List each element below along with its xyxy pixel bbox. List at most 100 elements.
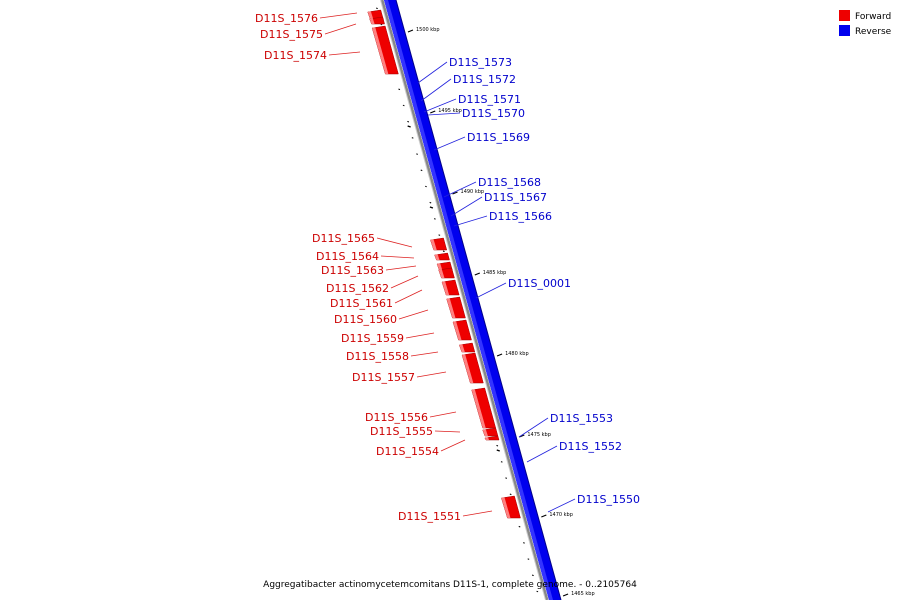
- reverse-gene-label[interactable]: D11S_1566: [489, 210, 552, 223]
- legend-forward-label: Forward: [855, 12, 891, 22]
- leader-line: [417, 61, 448, 84]
- reverse-gene-label[interactable]: D11S_1550: [577, 493, 640, 506]
- forward-gene-label[interactable]: D11S_1559: [341, 332, 404, 345]
- forward-gene-label[interactable]: D11S_1554: [376, 445, 439, 458]
- reverse-strand-edge: [395, 0, 562, 600]
- forward-gene-shade: [367, 11, 374, 20]
- leader-line: [475, 282, 507, 299]
- forward-gene-shade: [437, 263, 443, 270]
- legend-reverse-swatch: [839, 25, 850, 36]
- minor-tick: [496, 444, 499, 447]
- minor-tick: [398, 88, 401, 91]
- forward-gene-label[interactable]: D11S_1576: [255, 12, 318, 25]
- forward-gene-label[interactable]: D11S_1557: [352, 371, 415, 384]
- forward-gene-label[interactable]: D11S_1558: [346, 350, 409, 363]
- reverse-gene-label[interactable]: D11S_1570: [462, 107, 525, 120]
- leader-line: [380, 255, 415, 259]
- leader-line: [328, 51, 361, 56]
- leader-line: [462, 510, 493, 517]
- minor-tick: [420, 169, 423, 172]
- reverse-gene-label[interactable]: D11S_1569: [467, 131, 530, 144]
- leader-line: [547, 498, 576, 513]
- leader-line: [324, 23, 357, 35]
- forward-gene-label[interactable]: D11S_1560: [334, 313, 397, 326]
- major-tick: [541, 514, 547, 518]
- tick-label: 1465 kbp: [571, 591, 595, 597]
- reverse-gene-label[interactable]: D11S_1552: [559, 440, 622, 453]
- leader-line: [394, 289, 423, 304]
- forward-gene-label[interactable]: D11S_1561: [330, 297, 393, 310]
- reverse-strand-highlight: [384, 0, 553, 600]
- reverse-gene-label[interactable]: D11S_1571: [458, 93, 521, 106]
- minor-tick: [433, 218, 436, 220]
- leader-line: [376, 237, 413, 248]
- leader-line: [420, 78, 452, 102]
- forward-gene-shade: [446, 298, 456, 318]
- forward-gene-shade: [459, 344, 465, 352]
- tick-label: 1475 kbp: [527, 432, 551, 438]
- forward-gene-label[interactable]: D11S_1565: [312, 232, 375, 245]
- reverse-gene-label[interactable]: D11S_1572: [453, 73, 516, 86]
- tick-label: 1470 kbp: [549, 512, 573, 518]
- forward-gene-label[interactable]: D11S_1551: [398, 510, 461, 523]
- minor-tick: [407, 125, 411, 128]
- leader-line: [398, 309, 429, 320]
- leader-line: [434, 430, 461, 433]
- minor-tick: [411, 137, 414, 139]
- gene-labels: D11S_1576 D11S_1575 D11S_1574 D11S_1565 D11S…: [255, 12, 640, 523]
- minor-tick: [500, 461, 503, 463]
- tick-label: 1490 kbp: [461, 189, 485, 195]
- leader-line: [433, 136, 466, 151]
- reverse-gene-label[interactable]: D11S_1568: [478, 176, 541, 189]
- forward-gene-shade: [369, 18, 375, 24]
- forward-gene-label[interactable]: D11S_1556: [365, 411, 428, 424]
- leader-line: [405, 332, 435, 339]
- minor-tick: [407, 120, 410, 123]
- forward-gene-label[interactable]: D11S_1563: [321, 264, 384, 277]
- forward-gene-label[interactable]: D11S_1564: [316, 250, 379, 263]
- tick-label: 1500 kbp: [416, 27, 440, 33]
- forward-gene-shade: [501, 497, 511, 518]
- leader-line: [440, 439, 466, 452]
- reverse-gene-label[interactable]: D11S_1553: [550, 412, 613, 425]
- forward-gene-label[interactable]: D11S_1575: [260, 28, 323, 41]
- minor-tick: [518, 525, 521, 528]
- minor-tick: [438, 234, 441, 236]
- reverse-gene-label[interactable]: D11S_1573: [449, 56, 512, 69]
- leader-line: [453, 215, 488, 227]
- leader-line: [518, 417, 549, 438]
- legend-forward-swatch: [839, 10, 850, 21]
- reverse-gene-label[interactable]: D11S_0001: [508, 277, 571, 290]
- forward-gene-shade: [482, 429, 488, 436]
- forward-gene-label[interactable]: D11S_1555: [370, 425, 433, 438]
- tick-label: 1495 kbp: [438, 108, 462, 114]
- forward-gene-shade: [434, 254, 440, 260]
- minor-tick: [527, 558, 530, 560]
- forward-gene-shade: [430, 239, 437, 250]
- major-tick: [430, 110, 436, 114]
- reverse-gene-label[interactable]: D11S_1567: [484, 191, 547, 204]
- leader-line: [319, 12, 358, 19]
- leader-line: [427, 112, 461, 116]
- caption: Aggregatibacter actinomycetemcomitans D1…: [263, 580, 637, 590]
- minor-tick: [402, 104, 405, 107]
- leader-line: [526, 445, 558, 463]
- forward-gene-label[interactable]: D11S_1574: [264, 49, 327, 62]
- leader-line: [429, 411, 457, 418]
- forward-gene-shade: [462, 354, 474, 383]
- minor-tick: [429, 201, 432, 204]
- minor-tick: [425, 185, 427, 188]
- minor-tick: [429, 206, 434, 209]
- forward-gene-shade: [438, 269, 445, 278]
- forward-gene-shade: [471, 389, 486, 428]
- major-tick: [496, 353, 503, 357]
- forward-gene-shade: [442, 281, 450, 295]
- genome-backbone: [380, 0, 562, 600]
- minor-tick: [416, 153, 418, 155]
- minor-tick: [523, 542, 525, 544]
- major-tick: [562, 593, 569, 597]
- forward-gene-label[interactable]: D11S_1562: [326, 282, 389, 295]
- leader-line: [450, 196, 483, 217]
- legend-reverse-label: Reverse: [855, 27, 892, 37]
